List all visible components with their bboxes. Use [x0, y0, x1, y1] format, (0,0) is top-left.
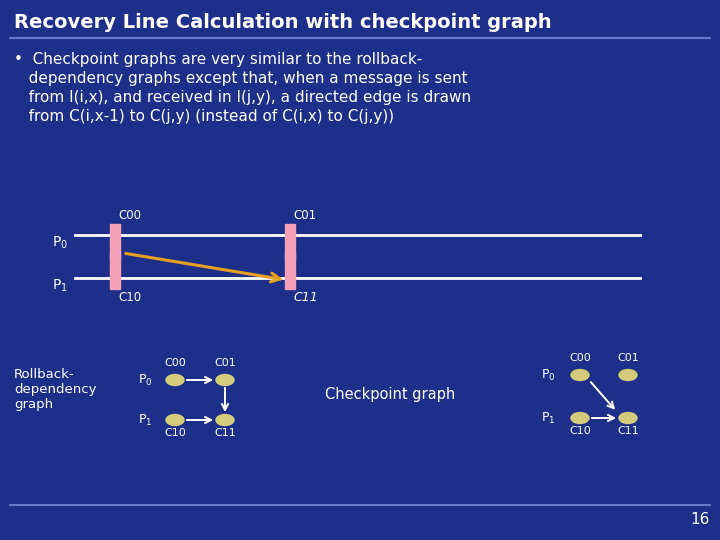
Ellipse shape	[571, 413, 589, 423]
Ellipse shape	[166, 375, 184, 386]
Text: graph: graph	[14, 398, 53, 411]
Text: P$_0$: P$_0$	[541, 367, 555, 382]
Ellipse shape	[216, 375, 234, 386]
Text: P$_1$: P$_1$	[138, 413, 152, 428]
Text: C11: C11	[617, 426, 639, 436]
Ellipse shape	[571, 369, 589, 381]
Bar	[110, 253, 120, 289]
Text: C01: C01	[617, 353, 639, 363]
Text: P$_1$: P$_1$	[541, 410, 555, 426]
Text: 16: 16	[690, 512, 710, 528]
Text: from I(i,x), and received in I(j,y), a directed edge is drawn: from I(i,x), and received in I(j,y), a d…	[14, 90, 471, 105]
Text: Checkpoint graph: Checkpoint graph	[325, 388, 455, 402]
Text: C00: C00	[118, 209, 141, 222]
Text: dependency: dependency	[14, 383, 96, 396]
Bar	[285, 224, 295, 260]
Text: C01: C01	[293, 209, 316, 222]
Text: dependency graphs except that, when a message is sent: dependency graphs except that, when a me…	[14, 71, 467, 86]
Bar	[110, 224, 120, 260]
Text: Rollback-: Rollback-	[14, 368, 75, 381]
Ellipse shape	[216, 415, 234, 426]
Text: Recovery Line Calculation with checkpoint graph: Recovery Line Calculation with checkpoin…	[14, 12, 552, 31]
Text: C11: C11	[214, 428, 236, 438]
Text: C10: C10	[118, 291, 141, 304]
Text: •  Checkpoint graphs are very similar to the rollback-: • Checkpoint graphs are very similar to …	[14, 52, 422, 67]
Text: P$_0$: P$_0$	[138, 373, 153, 388]
Text: C00: C00	[164, 358, 186, 368]
Text: from C(i,x-1) to C(j,y) (instead of C(i,x) to C(j,y)): from C(i,x-1) to C(j,y) (instead of C(i,…	[14, 109, 394, 124]
Text: C11: C11	[293, 291, 318, 304]
Text: C01: C01	[214, 358, 236, 368]
Text: P$_0$: P$_0$	[52, 235, 68, 251]
Text: C10: C10	[569, 426, 591, 436]
Ellipse shape	[166, 415, 184, 426]
Text: P$_1$: P$_1$	[52, 278, 68, 294]
Text: C10: C10	[164, 428, 186, 438]
Ellipse shape	[619, 369, 637, 381]
Text: C00: C00	[569, 353, 591, 363]
Bar	[285, 253, 295, 289]
Ellipse shape	[619, 413, 637, 423]
